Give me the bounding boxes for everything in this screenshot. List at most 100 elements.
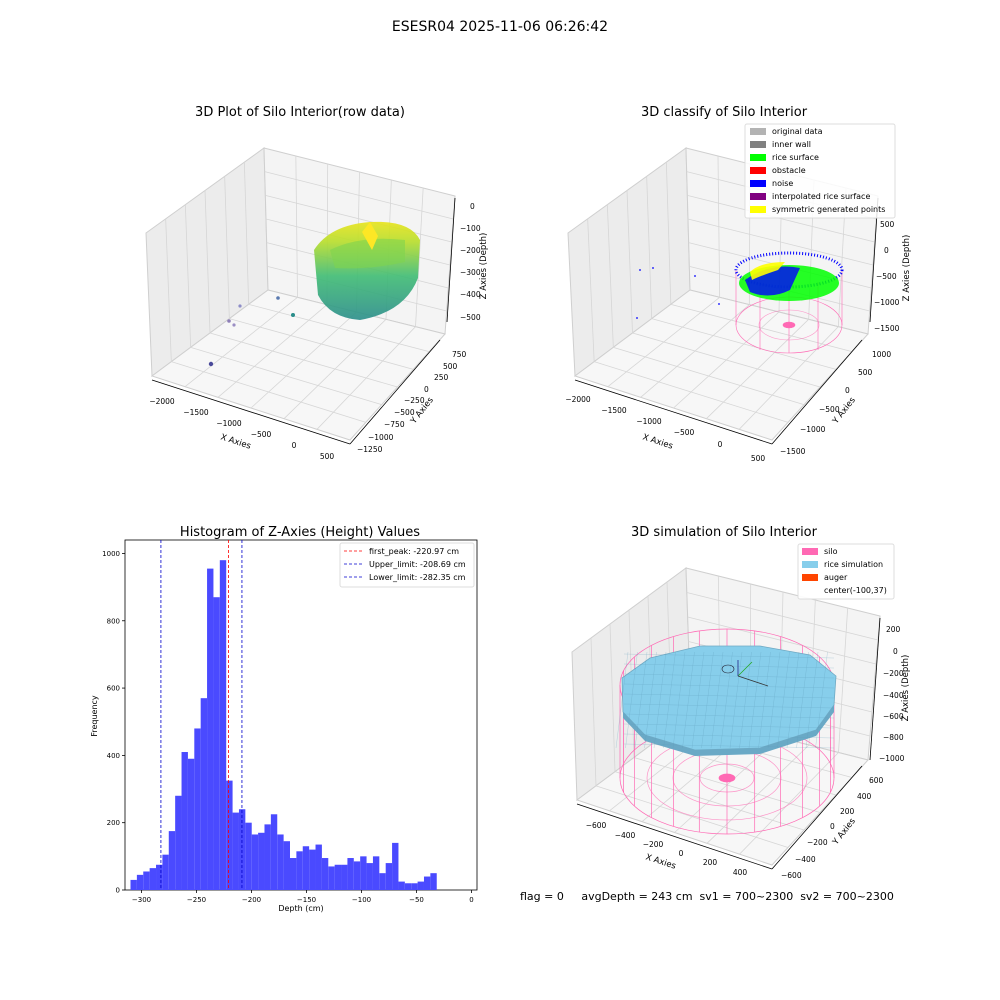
- gridline: [184, 204, 192, 348]
- hist-bar: [136, 874, 144, 890]
- gridline: [243, 162, 250, 305]
- legend-label: rice simulation: [824, 560, 883, 569]
- classify-y-tick: −1500: [780, 447, 806, 456]
- hist-y-tick-label: 0: [116, 887, 120, 895]
- sim-y-tick: −400: [795, 855, 816, 864]
- hist-bar: [238, 809, 246, 890]
- sim-axis-indicator: [737, 661, 753, 677]
- classify-y-axis-line: [771, 339, 863, 445]
- sim-rice-surface: [615, 645, 837, 756]
- classify-z-label: Z Axies (Depth): [902, 235, 912, 302]
- raw-outlier-point: [276, 296, 280, 300]
- sim-z-tick: −600: [883, 712, 904, 721]
- hist-bar: [341, 864, 348, 890]
- classify-x-tick: 500: [751, 454, 766, 463]
- sim-y-tick: 200: [840, 807, 855, 816]
- classify-noise-point: [652, 267, 654, 269]
- sim-legend: silo rice simulation auger center(-100,37): [797, 543, 895, 600]
- raw-y-tick: 750: [452, 350, 467, 359]
- hist-bar: [207, 568, 214, 890]
- hist-bar: [258, 832, 265, 890]
- sim-rice-mesh-line: [625, 651, 638, 749]
- raw-z-tick: 0: [470, 202, 475, 211]
- sim-rice-mesh-line: [623, 663, 835, 669]
- sim-rice-mesh-line: [623, 693, 835, 699]
- classify-points: [636, 251, 844, 319]
- sim-rice-mesh-line: [653, 651, 667, 749]
- classify-x-tick: −500: [674, 428, 695, 437]
- hist-bar: [277, 834, 284, 890]
- hist-x-tick-label: −150: [297, 896, 316, 904]
- legend-swatch: [750, 193, 766, 200]
- legend-swatch: [802, 574, 818, 581]
- classify-z-tick: −1500: [874, 324, 900, 333]
- raw-y-tick: −750: [384, 420, 405, 429]
- hist-y-tick-label: 400: [107, 752, 120, 760]
- raw-outlier-point: [232, 323, 236, 327]
- classify-y-tick: −500: [819, 405, 840, 414]
- raw-y-tick: −500: [394, 408, 415, 417]
- classify-legend-box: [744, 123, 896, 219]
- hist-bar: [181, 752, 188, 890]
- raw-y-tick: 0: [424, 385, 429, 394]
- gridline: [626, 190, 633, 334]
- gridline: [609, 623, 616, 772]
- sim-rice-mesh-line: [663, 651, 676, 749]
- panel-simulation: 3D simulation of Silo Interior: [571, 525, 911, 880]
- legend-swatch: [750, 180, 766, 187]
- gridline: [665, 162, 672, 305]
- gridline: [606, 204, 614, 348]
- sim-rice-mesh-line: [623, 673, 835, 679]
- hist-bar: [372, 856, 380, 890]
- sim-auger-marker: [721, 664, 735, 674]
- hist-legend-box: [339, 542, 475, 588]
- sim-title: 3D simulation of Silo Interior: [631, 525, 818, 540]
- hist-bar: [398, 881, 405, 890]
- hist-bar: [360, 856, 367, 890]
- legend-label: interpolated rice surface: [772, 192, 870, 201]
- classify-noise-point: [639, 269, 641, 271]
- classify-x-axis-line: [574, 379, 773, 445]
- sim-x-axis-line: [576, 803, 773, 870]
- panel-histogram: Histogram of Z-Axies (Height) Values −30…: [90, 525, 478, 913]
- classify-x-label: X Axies: [641, 432, 674, 451]
- raw-outlier-point: [208, 361, 214, 367]
- sim-x-tick: −200: [643, 840, 664, 849]
- hist-legend-label: first_peak: -220.97 cm: [369, 547, 459, 556]
- raw-silo-surface: [314, 221, 420, 320]
- hist-bar: [392, 842, 399, 890]
- sim-x-tick: −400: [615, 831, 636, 840]
- hist-x-tick-label: −200: [242, 896, 261, 904]
- gridline: [646, 176, 653, 319]
- raw-z-tick: −400: [460, 290, 481, 299]
- raw-z-ticks: 0 −100 −200 −300 −400 −500: [460, 202, 481, 322]
- raw-z-label: Z Axies (Depth): [479, 233, 489, 300]
- sim-rice-mesh-line: [623, 653, 835, 659]
- hist-bar: [334, 864, 342, 890]
- sim-rice-mesh-line: [623, 703, 835, 709]
- classify-y-tick: 500: [858, 368, 873, 377]
- sim-y-tick: 0: [830, 822, 835, 831]
- hist-bar: [264, 824, 271, 890]
- hist-x-tick-label: −100: [352, 896, 371, 904]
- raw-x-tick: 0: [292, 441, 297, 450]
- sim-rice-mesh-line: [720, 651, 733, 749]
- classify-x-tick: 0: [718, 440, 723, 449]
- legend-label: rice surface: [772, 153, 819, 162]
- sim-z-ticks: 200 0 −200 −400 −600 −800 −1000: [879, 625, 905, 763]
- classify-z-tick: 500: [880, 220, 895, 229]
- hist-x-tick-label: −300: [132, 896, 151, 904]
- gridline: [738, 326, 839, 430]
- classify-x-tick: −2000: [565, 395, 591, 404]
- classify-y-ticks: 1000 500 0 −500 −1000 −1500: [780, 350, 891, 456]
- raw-x-tick: −1500: [183, 408, 209, 417]
- sim-y-label: Y Axies: [830, 816, 858, 848]
- hist-bar: [411, 883, 418, 890]
- classify-y-tick: −1000: [800, 425, 826, 434]
- gridline: [590, 637, 597, 786]
- gridline: [204, 190, 211, 334]
- hist-y-tick-label: 600: [107, 685, 120, 693]
- hist-bar: [347, 858, 354, 890]
- hist-bar: [385, 863, 393, 890]
- sim-z-tick: −200: [883, 669, 904, 678]
